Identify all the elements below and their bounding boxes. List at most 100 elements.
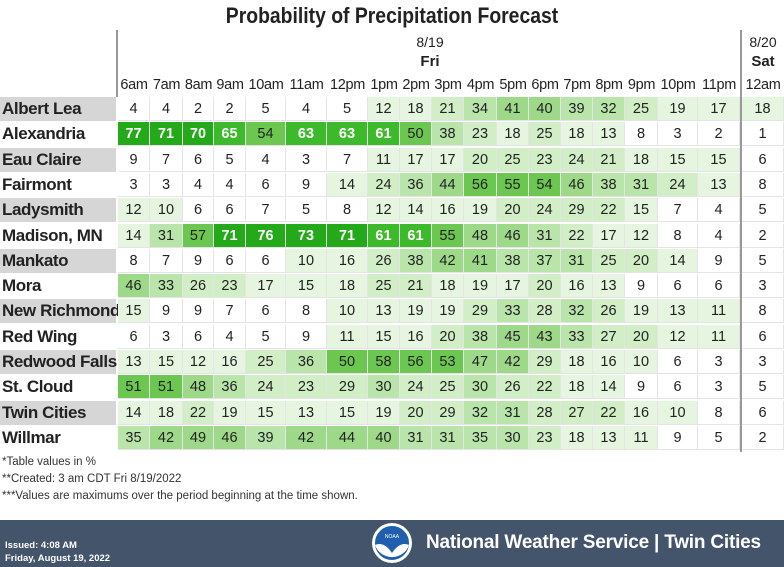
location-name: Redwood Falls	[0, 350, 117, 374]
pop-cell: 53	[432, 350, 464, 374]
pop-cell: 38	[593, 172, 625, 197]
pop-cell: 14	[327, 172, 368, 197]
pop-cell: 33	[497, 299, 529, 324]
pop-cell: 22	[529, 375, 561, 400]
pop-cell: 5	[246, 97, 286, 121]
pop-cell: 15	[118, 299, 150, 324]
note-maximums: ***Values are maximums over the period b…	[2, 490, 358, 502]
pop-cell: 3	[150, 172, 183, 197]
time-header: 11am	[289, 77, 324, 93]
pop-cell: 24	[561, 147, 593, 172]
pop-cell: 32	[593, 97, 625, 121]
pop-cell: 65	[214, 122, 246, 147]
date-fri: 8/19	[416, 34, 444, 50]
location-name: Twin Cities	[0, 400, 116, 425]
location-name: Mankato	[0, 248, 116, 273]
pop-cell: 19	[400, 299, 432, 324]
pop-cell: 19	[464, 198, 497, 223]
pop-cell: 61	[368, 223, 400, 248]
pop-cell: 36	[286, 350, 327, 374]
pop-cell: 46	[214, 425, 246, 450]
org-name: National Weather Service | Twin Cities	[426, 532, 761, 553]
pop-cell: 6	[246, 172, 286, 197]
pop-cell: 6	[742, 400, 784, 425]
pop-cell: 16	[432, 198, 464, 223]
pop-cell: 30	[464, 375, 497, 400]
pop-cell: 12	[368, 198, 400, 223]
pop-cell: 8	[658, 223, 698, 248]
pop-cell: 9	[625, 274, 658, 299]
pop-cell: 9	[286, 324, 327, 349]
pop-cell: 45	[497, 324, 529, 349]
pop-cell: 24	[368, 172, 400, 197]
pop-cell: 55	[497, 172, 529, 197]
pop-cell: 11	[625, 425, 658, 450]
pop-cell: 17	[432, 147, 464, 172]
pop-cell: 31	[497, 400, 529, 425]
pop-cell: 51	[118, 375, 150, 400]
pop-cell: 14	[118, 400, 150, 425]
pop-cell: 61	[368, 122, 400, 147]
table-row: St. Cloud 51 51 48 36 24 23 29 30 24 25 30 26 22 18 14 9…	[0, 375, 784, 400]
pop-cell: 22	[183, 400, 214, 425]
pop-cell: 15	[658, 147, 698, 172]
pop-cell: 7	[150, 248, 183, 273]
note-created: **Created: 3 am CDT Fri 8/19/2022	[2, 473, 182, 485]
pop-cell: 29	[432, 400, 464, 425]
pop-cell: 39	[246, 425, 286, 450]
time-header: 8pm	[595, 77, 623, 93]
location-name: Mora	[2, 276, 42, 296]
pop-cell: 76	[246, 223, 286, 248]
pop-cell: 16	[593, 350, 625, 374]
pop-cell: 6	[658, 274, 698, 299]
time-header: 9pm	[627, 77, 656, 93]
table-row: Red Wing 6 3 6 4 5 9 11 15 16 20 38 45 43 33 27 20 12 11 6	[0, 324, 784, 350]
pop-cell: 5	[286, 198, 327, 223]
pop-cell: 21	[593, 147, 625, 172]
location-name: Fairmont	[2, 174, 72, 194]
time-header: 10pm	[660, 77, 696, 93]
time-header: 2pm	[402, 77, 430, 93]
pop-cell: 3	[150, 324, 183, 349]
pop-cell: 2	[183, 97, 214, 121]
pop-cell: 57	[183, 223, 214, 248]
pop-cell: 8	[698, 400, 740, 425]
pop-cell: 3	[698, 350, 740, 374]
pop-cell: 50	[400, 122, 432, 147]
pop-cell: 31	[625, 172, 658, 197]
pop-cell: 18	[400, 97, 432, 121]
time-header: 9am	[216, 77, 244, 93]
pop-cell: 25	[593, 248, 625, 273]
pop-cell: 20	[625, 248, 658, 273]
pop-cell: 13	[118, 350, 150, 374]
pop-cell: 5	[742, 198, 784, 223]
pop-cell: 19	[432, 299, 464, 324]
pop-cell: 15	[150, 350, 183, 374]
time-header: 11pm	[702, 77, 736, 93]
pop-cell: 56	[400, 350, 432, 374]
pop-cell: 41	[464, 248, 497, 273]
pop-cell: 8	[742, 172, 784, 197]
pop-cell: 20	[400, 400, 432, 425]
pop-cell: 4	[183, 172, 214, 197]
date-sat: 8/20	[749, 34, 777, 50]
pop-cell: 42	[150, 425, 183, 450]
pop-cell: 26	[368, 248, 400, 273]
pop-cell: 23	[529, 425, 561, 450]
pop-cell: 5	[742, 375, 784, 400]
pop-cell: 26	[497, 375, 529, 400]
time-header: 12am	[745, 77, 781, 93]
time-header: 5pm	[499, 77, 527, 93]
pop-cell: 8	[625, 122, 658, 147]
day-fri: Fri	[420, 53, 440, 70]
pop-cell: 33	[561, 324, 593, 349]
pop-cell: 58	[368, 350, 400, 374]
time-header: 7am	[152, 77, 181, 93]
pop-cell: 9	[658, 425, 698, 450]
pop-cell: 3	[118, 172, 150, 197]
pop-cell: 5	[327, 97, 368, 121]
pop-cell: 26	[183, 274, 214, 299]
pop-cell: 30	[368, 375, 400, 400]
pop-cell: 24	[529, 198, 561, 223]
pop-cell: 9	[183, 299, 214, 324]
